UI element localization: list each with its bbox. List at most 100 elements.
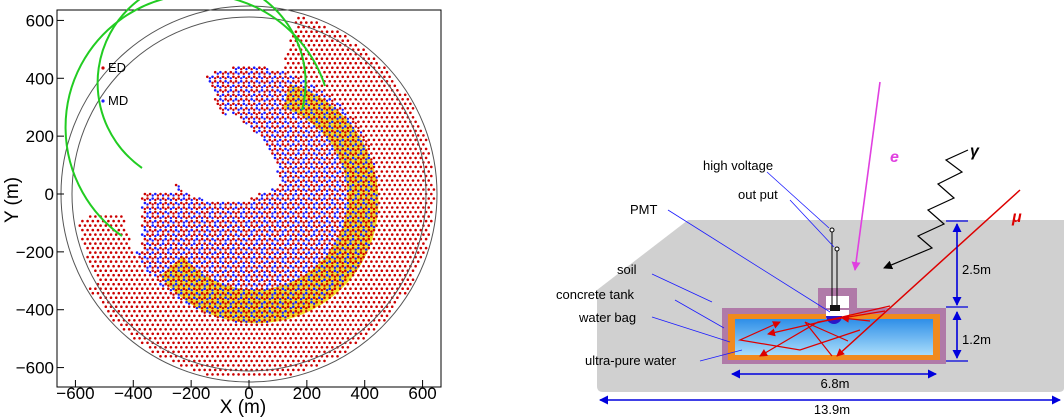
ed-dot (299, 21, 303, 24)
array-dot (279, 108, 282, 112)
array-dot (354, 248, 357, 251)
array-dot (227, 271, 230, 274)
md-dot (177, 242, 180, 245)
ed-dot (239, 305, 243, 309)
array-dot (273, 261, 277, 265)
array-dot (351, 135, 355, 139)
ed-dot (318, 251, 321, 254)
ed-dot (167, 260, 170, 263)
array-dot (289, 261, 292, 265)
array-dot (258, 225, 261, 229)
array-dot (242, 81, 245, 85)
ed-dot (109, 251, 113, 254)
ed-dot (161, 260, 165, 263)
ed-dot (338, 269, 342, 273)
ed-dot (336, 138, 339, 142)
ed-dot (213, 206, 217, 209)
ed-dot (393, 165, 397, 169)
ed-dot (174, 291, 178, 295)
md-dot (148, 210, 152, 214)
array-dot (167, 248, 170, 251)
ed-dot (250, 116, 253, 119)
md-dot (305, 156, 308, 160)
array-dot (224, 221, 227, 224)
ed-dot (284, 273, 287, 277)
ed-dot (346, 192, 350, 196)
ed-dot (252, 291, 256, 295)
md-dot (336, 183, 339, 187)
array-dot (336, 252, 339, 256)
ed-dot (245, 260, 248, 263)
array-dot (146, 248, 149, 251)
ed-dot (401, 188, 404, 191)
ed-dot (117, 300, 121, 304)
ed-dot (247, 120, 251, 124)
ed-dot (346, 246, 350, 250)
array-dot (253, 289, 256, 292)
ed-dot (297, 350, 300, 354)
ed-dot (344, 188, 347, 191)
ed-dot (177, 350, 180, 354)
ed-dot (278, 255, 282, 259)
ed-dot (229, 98, 233, 101)
ed-dot (398, 183, 402, 187)
array-dot (260, 221, 264, 224)
ed-dot (281, 80, 285, 83)
md-dot (292, 197, 295, 200)
array-dot (281, 230, 284, 233)
ed-dot (286, 305, 290, 309)
array-dot (336, 162, 339, 166)
ed-dot (310, 228, 313, 232)
ed-dot (377, 282, 381, 286)
ed-dot (331, 300, 334, 304)
y-tick-label: 600 (26, 11, 54, 30)
ed-dot (252, 84, 256, 88)
array-dot (331, 171, 334, 175)
array-dot (255, 104, 258, 107)
ed-dot (331, 192, 334, 196)
ed-dot (101, 237, 105, 241)
ed-dot (401, 206, 404, 209)
array-dot (286, 104, 290, 107)
ed-dot (338, 305, 342, 309)
array-dot (250, 113, 253, 116)
ed-dot (370, 296, 373, 300)
array-dot (250, 230, 253, 233)
ed-dot (284, 75, 287, 79)
md-dot (333, 215, 337, 218)
array-dot (315, 234, 318, 238)
array-dot (148, 207, 152, 211)
ed-dot (252, 300, 256, 304)
array-dot (234, 113, 238, 116)
md-dot (359, 206, 363, 209)
array-dot (299, 216, 303, 220)
array-dot (328, 140, 331, 143)
ed-dot (307, 296, 311, 300)
ed-dot (294, 264, 298, 268)
ed-dot (211, 84, 214, 88)
ed-dot (250, 350, 253, 354)
array-dot (284, 99, 287, 103)
md-dot (346, 174, 350, 178)
ed-dot (307, 134, 311, 137)
ed-dot (200, 291, 204, 295)
array-dot (219, 284, 222, 287)
ed-dot (398, 246, 402, 250)
ed-dot (299, 328, 303, 331)
array-dot (312, 266, 316, 269)
ed-dot (406, 260, 410, 263)
ed-dot (154, 237, 157, 241)
array-dot (187, 239, 191, 242)
array-dot (195, 252, 199, 256)
ed-dot (396, 269, 399, 273)
dim-depth-label: 2.5m (962, 262, 991, 277)
ed-dot (224, 341, 227, 345)
ed-dot (312, 278, 316, 282)
ed-dot (154, 264, 157, 268)
array-dot (305, 135, 308, 139)
ed-dot (318, 116, 321, 119)
ed-dot (289, 246, 293, 250)
array-dot (279, 243, 282, 247)
ed-dot (396, 296, 399, 300)
array-dot (312, 284, 316, 287)
